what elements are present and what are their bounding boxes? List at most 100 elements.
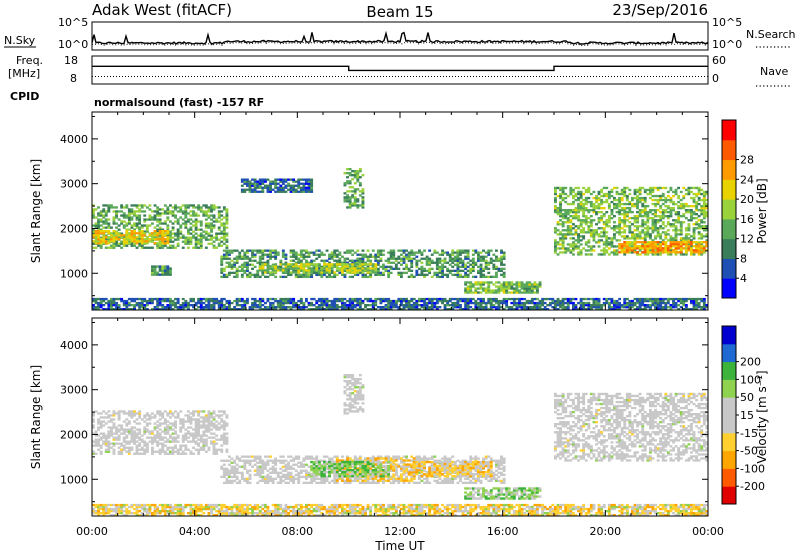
power-cell: [271, 188, 275, 191]
power-cell: [271, 255, 275, 258]
power-cell: [353, 188, 357, 191]
power-cell: [253, 259, 257, 262]
power-cell: [471, 267, 475, 271]
power-cell: [153, 265, 157, 268]
power-cell: [523, 308, 527, 311]
power-cell: [169, 232, 172, 235]
power-cell: [489, 308, 493, 311]
velocity-cell: [115, 442, 118, 445]
power-cell: [343, 184, 347, 187]
power-cell: [482, 297, 485, 301]
power-cell: [633, 308, 637, 311]
power-cell: [700, 211, 704, 214]
power-cell: [505, 283, 509, 286]
power-cell: [181, 222, 185, 225]
power-cell: [122, 206, 126, 209]
power-cell: [392, 257, 396, 260]
power-cell: [625, 196, 629, 200]
power-cell: [297, 184, 301, 187]
power-cell: [602, 247, 606, 250]
power-cell: [456, 267, 460, 271]
power-cell: [607, 217, 611, 220]
power-cell: [143, 224, 147, 227]
power-cell: [482, 308, 485, 311]
power-cell: [587, 209, 591, 212]
power-cell: [410, 308, 414, 311]
power-cell: [412, 306, 416, 309]
power-cell: [269, 180, 272, 183]
power-cell: [597, 192, 601, 196]
power-cell: [194, 308, 198, 311]
power-cell: [566, 227, 570, 230]
power-cell: [158, 226, 162, 229]
power-cell: [256, 186, 260, 189]
power-cell: [692, 186, 696, 190]
power-cell: [477, 283, 480, 286]
power-cell: [156, 212, 160, 215]
power-cell: [512, 289, 516, 292]
power-cell: [620, 209, 624, 212]
velocity-cell: [143, 440, 147, 443]
power-cell: [261, 180, 265, 183]
power-cell: [145, 242, 149, 245]
velocity-cell: [120, 442, 124, 445]
power-cell: [456, 251, 460, 254]
power-cell: [651, 194, 655, 198]
velocity-cell: [107, 426, 111, 429]
power-cell: [564, 213, 568, 216]
power-cell: [110, 246, 113, 249]
power-cell: [222, 297, 226, 301]
power-cell: [579, 190, 583, 194]
power-cell: [274, 306, 278, 309]
velocity-cell: [110, 432, 113, 435]
power-cell: [256, 271, 260, 275]
power-cell: [641, 297, 645, 301]
power-cell: [489, 257, 493, 260]
velocity-cell: [104, 448, 108, 451]
power-cell: [566, 233, 570, 236]
power-cell: [343, 257, 347, 260]
power-cell: [392, 261, 396, 264]
power-cell: [595, 200, 598, 204]
power-cell: [389, 257, 393, 260]
power-cell: [299, 275, 303, 279]
power-cell: [530, 308, 534, 311]
power-cell: [423, 301, 426, 305]
power-cell: [536, 308, 539, 311]
power-cell: [351, 275, 355, 279]
power-cell: [636, 219, 639, 222]
power-cell: [317, 299, 321, 303]
power-cell: [158, 220, 162, 223]
power-cell: [320, 299, 324, 303]
power-cell: [589, 223, 593, 226]
power-cell: [199, 234, 203, 237]
power-cell: [130, 238, 134, 241]
power-cell: [664, 297, 668, 301]
power-cell: [697, 223, 701, 226]
power-cell: [246, 267, 249, 271]
power-cell: [261, 273, 265, 277]
power-cell: [664, 306, 668, 309]
power-cell: [158, 214, 162, 217]
power-cell: [589, 205, 593, 208]
power-cell: [269, 271, 272, 274]
power-cell: [220, 259, 224, 262]
power-cell: [199, 222, 203, 225]
power-cell: [163, 308, 167, 311]
power-cell: [659, 304, 663, 307]
power-cell: [251, 190, 254, 193]
power-cell: [546, 304, 550, 307]
power-cell: [341, 273, 344, 277]
power-cell: [538, 281, 542, 284]
power-cell: [256, 273, 260, 277]
power-cell: [181, 236, 185, 239]
power-cell: [569, 190, 573, 194]
power-cell: [636, 253, 639, 256]
power-cell: [156, 271, 160, 274]
power-cell: [625, 306, 629, 309]
power-cell: [294, 273, 298, 277]
power-cell: [643, 215, 647, 218]
power-cell: [636, 229, 639, 232]
power-cell: [631, 247, 634, 250]
power-cell: [102, 214, 106, 217]
